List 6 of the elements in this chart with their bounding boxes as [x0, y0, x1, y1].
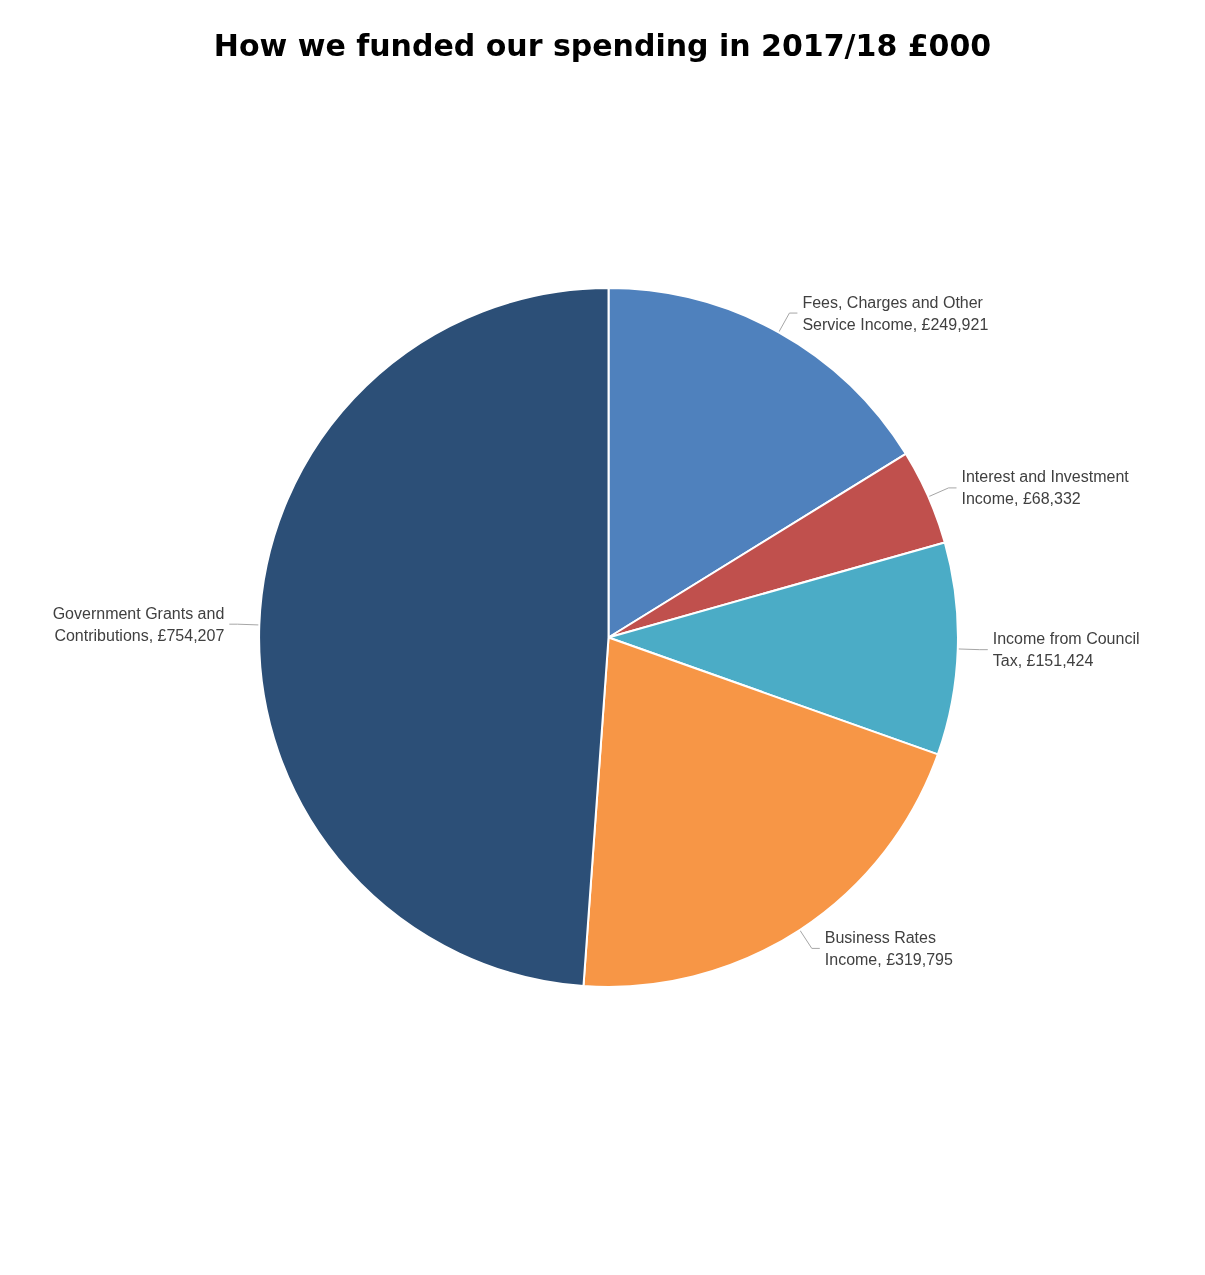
- slice-label: Business Rates Income, £319,795: [824, 928, 953, 968]
- chart-title: How we funded our spending in 2017/18 £000: [213, 27, 992, 63]
- slice-label: Income from Council Tax, £151,424: [992, 630, 1140, 670]
- slice-label: Fees, Charges and Other Service Income, £249,921: [802, 293, 989, 333]
- slice-label: Interest and Investment Income, £68,332: [961, 468, 1130, 508]
- slice-label: Government Grants and Contributions, £754,207: [52, 604, 225, 644]
